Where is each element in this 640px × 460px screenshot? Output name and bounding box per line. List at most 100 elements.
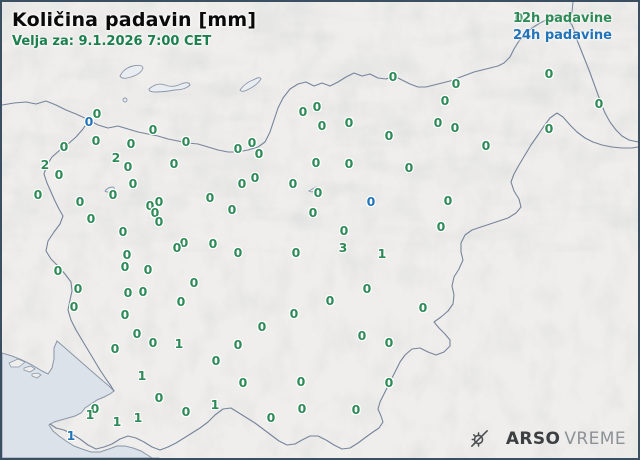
station-value-12h: 0: [233, 336, 243, 352]
station-value-12h: 0: [594, 95, 604, 111]
station-value-12h: 0: [172, 239, 182, 255]
station-value-12h: 0: [208, 235, 218, 251]
station-value-12h: 0: [189, 274, 199, 290]
brand-product: VREME: [564, 428, 626, 449]
station-value-12h: 0: [181, 133, 191, 149]
station-value-12h: 0: [176, 293, 186, 309]
station-value-12h: 0: [544, 120, 554, 136]
valid-time-label: Velja za: 9.1.2026 7:00 CET: [12, 34, 212, 49]
station-value-12h: 0: [266, 409, 276, 425]
station-value-12h: 0: [233, 140, 243, 156]
station-value-24h: 1: [66, 427, 76, 443]
station-value-12h: 0: [544, 65, 554, 81]
station-value-12h: 0: [404, 159, 414, 175]
station-value-12h: 0: [110, 340, 120, 356]
station-value-12h: 2: [40, 156, 50, 172]
lakes: [104, 64, 320, 193]
alps-ridge-texture: [2, 2, 638, 252]
station-value-12h: 0: [289, 305, 299, 321]
station-value-12h: 0: [288, 175, 298, 191]
station-value-12h: 0: [291, 244, 301, 260]
station-value-12h: 0: [128, 175, 138, 191]
lagoon-islets: [8, 358, 42, 379]
station-value-12h: 1: [85, 406, 95, 422]
station-value-12h: 0: [254, 145, 264, 161]
station-value-12h: 0: [351, 401, 361, 417]
station-value-12h: 0: [120, 258, 130, 274]
station-value-12h: 0: [296, 373, 306, 389]
station-value-12h: 0: [481, 137, 491, 153]
station-value-12h: 0: [108, 186, 118, 202]
station-value-12h: 0: [297, 400, 307, 416]
border-austria-hungary: [567, 2, 574, 21]
station-value-12h: 0: [179, 234, 189, 250]
station-value-12h: 0: [73, 280, 83, 296]
station-value-12h: 0: [118, 223, 128, 239]
station-value-12h: 0: [344, 155, 354, 171]
station-value-12h: 0: [443, 192, 453, 208]
station-value-12h: 0: [90, 400, 100, 416]
station-value-12h: 0: [132, 325, 142, 341]
station-value-12h: 0: [154, 213, 164, 229]
station-value-12h: 0: [237, 175, 247, 191]
station-value-12h: 0: [311, 154, 321, 170]
station-value-12h: 0: [514, 9, 524, 25]
station-value-12h: 0: [257, 318, 267, 334]
crossed-sun-icon: [470, 430, 488, 447]
station-value-12h: 0: [138, 283, 148, 299]
station-value-12h: 0: [312, 98, 322, 114]
border-slovenia-north: [88, 15, 638, 153]
station-value-12h: 0: [298, 103, 308, 119]
station-value-12h: 0: [227, 201, 237, 217]
station-value-12h: 0: [233, 244, 243, 260]
station-value-12h: 1: [210, 396, 220, 412]
station-value-12h: 0: [247, 134, 257, 150]
station-value-12h: 0: [53, 262, 63, 278]
station-value-12h: 0: [86, 210, 96, 226]
brand-org: ARSO: [505, 428, 561, 449]
station-value-12h: 0: [148, 334, 158, 350]
station-value-12h: 0: [150, 204, 160, 220]
station-value-12h: 1: [137, 367, 147, 383]
station-value-12h: 0: [126, 135, 136, 151]
station-value-24h: 0: [84, 113, 94, 129]
station-value-24h: 0: [366, 193, 376, 209]
station-value-12h: 0: [75, 193, 85, 209]
station-value-12h: 0: [238, 374, 248, 390]
station-value-12h: 0: [388, 68, 398, 84]
station-value-12h: 0: [91, 132, 101, 148]
station-value-12h: 0: [59, 138, 69, 154]
station-value-12h: 0: [317, 117, 327, 133]
station-value-12h: 0: [143, 261, 153, 277]
station-value-12h: 0: [436, 218, 446, 234]
station-value-12h: 0: [148, 121, 158, 137]
station-value-12h: 0: [362, 280, 372, 296]
station-value-12h: 0: [122, 246, 132, 262]
station-value-12h: 2: [111, 149, 121, 165]
station-value-12h: 0: [69, 298, 79, 314]
station-value-12h: 0: [357, 327, 367, 343]
station-value-12h: 0: [154, 389, 164, 405]
station-value-12h: 1: [112, 413, 122, 429]
station-value-12h: 3: [338, 239, 348, 255]
legend-item-12h: 12h padavine: [512, 11, 612, 26]
station-value-12h: 0: [325, 292, 335, 308]
border-italy-austria: [2, 100, 90, 121]
station-value-12h: 0: [339, 222, 349, 238]
station-value-12h: 0: [313, 184, 323, 200]
sea-adriatic: [2, 340, 160, 458]
station-value-12h: 0: [145, 197, 155, 213]
border-slovenia-croatia: [49, 112, 638, 451]
station-value-12h: 0: [205, 189, 215, 205]
arso-vreme-logo: ARSO VREME: [468, 427, 626, 450]
station-value-12h: 0: [123, 158, 133, 174]
station-value-12h: 1: [377, 245, 387, 261]
station-value-12h: 0: [451, 75, 461, 91]
border-slovenia-italy: [43, 119, 115, 392]
station-value-12h: 0: [308, 204, 318, 220]
station-value-12h: 0: [169, 155, 179, 171]
station-value-12h: 0: [123, 284, 133, 300]
station-value-12h: 0: [120, 306, 130, 322]
